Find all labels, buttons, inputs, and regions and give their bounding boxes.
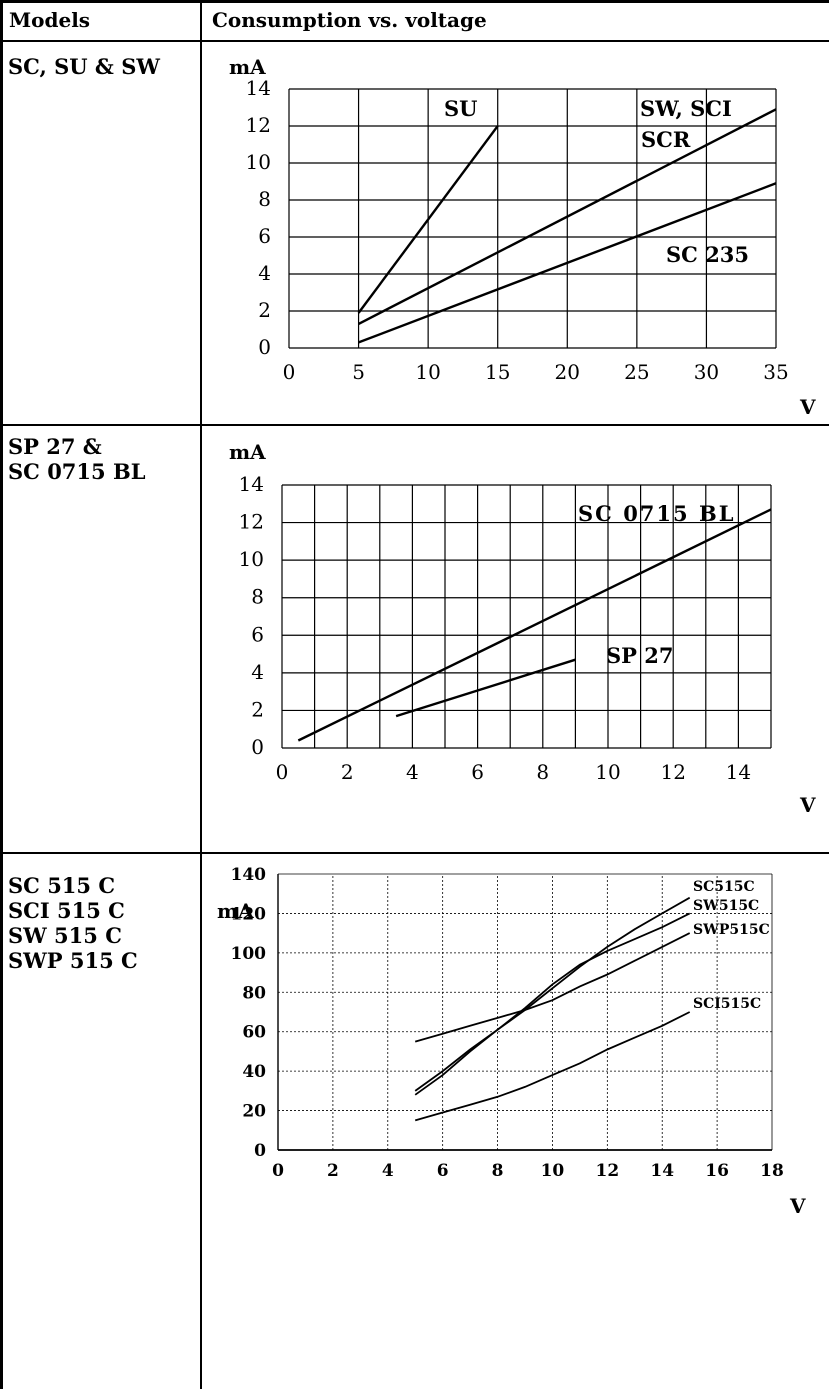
x-tick-label: 8 <box>536 760 549 784</box>
x-axis-label: V <box>799 793 816 817</box>
series-line <box>414 932 691 1043</box>
header-models: Models <box>9 8 91 32</box>
x-tick-label: 6 <box>437 1161 449 1181</box>
x-tick-label: 0 <box>276 760 289 784</box>
y-tick-label: 2 <box>258 298 271 322</box>
y-tick-label: 100 <box>231 944 267 964</box>
series-label: SW515C <box>693 898 759 914</box>
x-tick-label: 6 <box>471 760 484 784</box>
x-tick-label: 14 <box>726 760 751 784</box>
x-tick-label: 10 <box>595 760 620 784</box>
row1-model-line: SC, SU & SW <box>8 54 160 79</box>
series-label: SP 27 <box>606 643 674 668</box>
y-tick-label: 0 <box>251 735 264 759</box>
y-tick-label: 6 <box>251 622 264 646</box>
x-tick-label: 0 <box>283 360 296 384</box>
x-tick-label: 20 <box>555 360 580 384</box>
row3-model-line: SC 515 C <box>8 873 116 898</box>
x-tick-label: 10 <box>541 1161 565 1181</box>
row3-model-line: SWP 515 C <box>8 948 138 973</box>
x-tick-label: 4 <box>406 760 419 784</box>
table-header-divider <box>0 40 829 42</box>
x-tick-label: 10 <box>415 360 440 384</box>
series-label: SC515C <box>693 879 755 895</box>
y-tick-label: 4 <box>258 261 271 285</box>
y-tick-label: 10 <box>239 547 264 571</box>
table-row-divider <box>0 424 829 426</box>
series-label: SCR <box>641 127 691 152</box>
y-axis-label: mA <box>217 899 254 923</box>
y-tick-label: 80 <box>242 983 266 1003</box>
row3-model-line: SW 515 C <box>8 923 122 948</box>
y-tick-label: 14 <box>246 76 271 100</box>
row2-model-line: SC 0715 BL <box>8 459 146 484</box>
series-label: SC 235 <box>666 242 749 267</box>
series-label: SCI515C <box>693 996 761 1012</box>
table-border-left <box>0 0 3 1389</box>
x-tick-label: 14 <box>650 1161 674 1181</box>
y-tick-label: 12 <box>246 113 271 137</box>
y-tick-label: 140 <box>231 865 267 885</box>
y-tick-label: 40 <box>242 1062 266 1082</box>
x-tick-label: 16 <box>705 1161 729 1181</box>
series-label: SU <box>444 96 477 121</box>
series-line <box>358 182 777 344</box>
y-tick-label: 120 <box>231 904 267 924</box>
series-line <box>358 108 777 325</box>
y-tick-label: 20 <box>242 1102 266 1122</box>
table-column-divider <box>200 0 202 1389</box>
y-tick-label: 0 <box>258 335 271 359</box>
y-tick-label: 2 <box>251 697 264 721</box>
series-line <box>414 1011 691 1122</box>
x-tick-label: 12 <box>660 760 685 784</box>
x-tick-label: 2 <box>341 760 354 784</box>
y-tick-label: 0 <box>254 1141 266 1161</box>
y-tick-label: 8 <box>258 187 271 211</box>
x-tick-label: 30 <box>694 360 719 384</box>
table-row-divider <box>0 852 829 854</box>
series-line <box>414 896 691 1096</box>
x-tick-label: 35 <box>763 360 788 384</box>
x-tick-label: 4 <box>382 1161 394 1181</box>
header-consumption: Consumption vs. voltage <box>212 8 487 32</box>
y-tick-label: 10 <box>246 150 271 174</box>
series-line <box>297 508 772 742</box>
x-tick-label: 15 <box>485 360 510 384</box>
x-axis-label: V <box>799 395 816 419</box>
y-axis-label: mA <box>229 55 266 79</box>
x-tick-label: 0 <box>272 1161 284 1181</box>
y-tick-label: 12 <box>239 510 264 534</box>
table-border-top <box>0 0 829 3</box>
x-tick-label: 18 <box>760 1161 784 1181</box>
series-label: SW, SCI <box>640 96 732 121</box>
y-tick-label: 8 <box>251 585 264 609</box>
y-tick-label: 14 <box>239 472 264 496</box>
series-line <box>395 658 576 718</box>
y-tick-label: 60 <box>242 1023 266 1043</box>
x-tick-label: 12 <box>595 1161 619 1181</box>
series-line <box>357 125 499 314</box>
x-tick-label: 2 <box>327 1161 339 1181</box>
x-tick-label: 5 <box>352 360 365 384</box>
row3-model-line: SCI 515 C <box>8 898 125 923</box>
x-axis-label: V <box>789 1194 806 1218</box>
y-tick-label: 4 <box>251 660 264 684</box>
y-tick-label: 6 <box>258 224 271 248</box>
x-tick-label: 8 <box>492 1161 504 1181</box>
series-label: SC 0715 BL <box>578 501 735 526</box>
row2-model-line: SP 27 & <box>8 434 102 459</box>
series-label: SWP515C <box>693 922 770 938</box>
x-tick-label: 25 <box>624 360 649 384</box>
series-line <box>414 912 691 1092</box>
y-axis-label: mA <box>229 440 266 464</box>
